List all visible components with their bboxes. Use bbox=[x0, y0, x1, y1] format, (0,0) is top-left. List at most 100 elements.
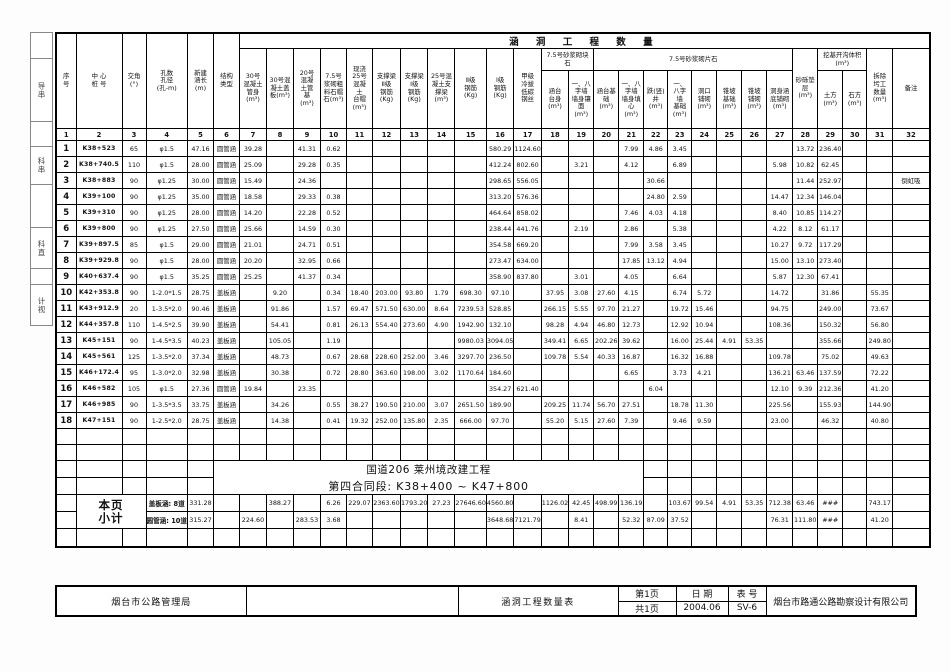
data-cell: K42+353.8 bbox=[75, 284, 123, 301]
subtotal-cell bbox=[513, 494, 542, 512]
data-cell: 144.90 bbox=[866, 396, 894, 413]
data-cell: K39+800 bbox=[75, 220, 123, 237]
data-cell: 11.74 bbox=[568, 396, 595, 413]
data-cell: 12 bbox=[55, 316, 77, 333]
subtotal-row: 本页 小计 盖板涵: 8道 331.28 388.27 6.26 229.07 2363.6… bbox=[55, 494, 931, 529]
data-cell: 4.12 bbox=[618, 156, 645, 173]
data-cell bbox=[691, 380, 718, 397]
data-cell: 28.00 bbox=[186, 156, 214, 173]
data-cell bbox=[292, 396, 321, 413]
empty-cell bbox=[691, 477, 718, 495]
column-header: 洞身涵 底铺砌 (m³) bbox=[766, 70, 794, 129]
empty-cell bbox=[55, 428, 77, 445]
data-cell: 90 bbox=[121, 172, 147, 189]
table-row: 8 K39+929.8 90 φ1.5 28.00 圆管涵 20.20 32.95 0.66 27… bbox=[55, 252, 931, 269]
data-cell bbox=[593, 364, 620, 381]
page-total: 共1页 bbox=[617, 600, 677, 617]
data-cell: 圆管涵 bbox=[212, 172, 240, 189]
data-cell: 18.78 bbox=[667, 396, 693, 413]
table-row: 7 K39+897.5 85 φ1.5 29.00 圆管涵 21.01 24.71 0.51 35… bbox=[55, 236, 931, 253]
empty-cell bbox=[345, 428, 373, 445]
empty-cell bbox=[186, 528, 214, 547]
column-number: 3 bbox=[121, 128, 147, 141]
data-cell bbox=[568, 188, 595, 205]
empty-row bbox=[55, 528, 931, 547]
data-cell: 18.40 bbox=[345, 284, 373, 301]
table-row: 9 K40+637.4 90 φ1.5 35.25 圆管涵 25.25 41.37 0.34 35… bbox=[55, 268, 931, 285]
data-cell bbox=[792, 284, 819, 301]
data-cell: 4.91 bbox=[716, 332, 743, 349]
data-cell: 98.28 bbox=[540, 316, 570, 333]
data-cell: 2 bbox=[55, 156, 77, 173]
data-cell bbox=[741, 220, 768, 237]
data-cell bbox=[265, 188, 294, 205]
data-cell: 29.28 bbox=[292, 156, 321, 173]
data-cell bbox=[540, 172, 570, 189]
empty-cell bbox=[792, 428, 819, 445]
data-cell bbox=[691, 172, 718, 189]
data-cell: 40.23 bbox=[186, 332, 214, 349]
data-cell bbox=[238, 316, 267, 333]
title-block-empty-cell bbox=[245, 585, 459, 617]
data-cell: K44+357.8 bbox=[75, 316, 123, 333]
data-cell bbox=[568, 364, 595, 381]
data-cell bbox=[568, 140, 595, 157]
empty-cell bbox=[792, 528, 819, 547]
data-cell: 198.00 bbox=[399, 364, 429, 381]
data-cell: 53.35 bbox=[741, 332, 768, 349]
subtotal-row: 圆管涵: 10道 315.27 224.60 283.53 3.68 3648.68 712… bbox=[55, 511, 931, 529]
data-cell bbox=[540, 140, 570, 157]
data-cell bbox=[454, 252, 487, 269]
data-cell: 46.32 bbox=[817, 412, 844, 429]
data-cell bbox=[892, 252, 931, 269]
note-row: 第四合同段: K38+400 ~ K47+800 bbox=[55, 477, 931, 495]
data-cell: 90 bbox=[121, 332, 147, 349]
data-cell: φ1.5 bbox=[145, 268, 188, 285]
data-cell: 15 bbox=[55, 364, 77, 381]
data-cell bbox=[842, 348, 868, 365]
data-cell: 56.80 bbox=[866, 316, 894, 333]
data-cell bbox=[716, 140, 743, 157]
empty-cell bbox=[212, 528, 240, 547]
subtotal-cell: 712.38 bbox=[766, 494, 794, 512]
data-cell bbox=[540, 236, 570, 253]
data-cell: 94.75 bbox=[766, 300, 794, 317]
data-cell: φ1.25 bbox=[145, 188, 188, 205]
subtotal-cell bbox=[842, 511, 868, 529]
empty-cell bbox=[319, 428, 347, 445]
data-cell bbox=[716, 284, 743, 301]
empty-cell bbox=[593, 528, 620, 547]
empty-cell bbox=[741, 460, 768, 478]
data-cell: K45+151 bbox=[75, 332, 123, 349]
data-cell bbox=[427, 252, 456, 269]
data-cell bbox=[345, 156, 373, 173]
data-cell bbox=[371, 204, 401, 221]
empty-cell bbox=[427, 428, 456, 445]
data-cell: 1.57 bbox=[319, 300, 347, 317]
empty-cell bbox=[842, 460, 868, 478]
empty-cell bbox=[817, 428, 844, 445]
data-cell: 132.10 bbox=[485, 316, 515, 333]
empty-cell bbox=[568, 444, 595, 461]
data-cell bbox=[371, 380, 401, 397]
subtotal-cell: 53.35 bbox=[741, 494, 768, 512]
column-number: 22 bbox=[643, 128, 669, 141]
empty-cell bbox=[55, 511, 77, 529]
data-cell bbox=[454, 140, 487, 157]
data-cell: 6.65 bbox=[618, 364, 645, 381]
subtotal-cell: 3.68 bbox=[319, 511, 347, 529]
data-cell bbox=[540, 156, 570, 173]
data-cell: 252.97 bbox=[817, 172, 844, 189]
data-cell: 12.34 bbox=[792, 188, 819, 205]
subtotal-cell: 388.27 bbox=[265, 494, 294, 512]
empty-cell bbox=[892, 444, 931, 461]
data-cell: 13 bbox=[55, 332, 77, 349]
data-cell: 90 bbox=[121, 252, 147, 269]
table-row: 6 K39+800 90 φ1.25 27.50 圆管涵 25.66 14.59 0.30 238… bbox=[55, 220, 931, 237]
data-cell bbox=[454, 380, 487, 397]
column-header: Ⅰ级 钢筋 (Kg) bbox=[485, 48, 515, 129]
table-row: 10 K42+353.8 90 1-2.0*1.5 28.75 盖板涵 9.20 0.34 18… bbox=[55, 284, 931, 301]
column-number: 11 bbox=[345, 128, 373, 141]
data-cell bbox=[892, 268, 931, 285]
data-cell: 7.99 bbox=[618, 236, 645, 253]
